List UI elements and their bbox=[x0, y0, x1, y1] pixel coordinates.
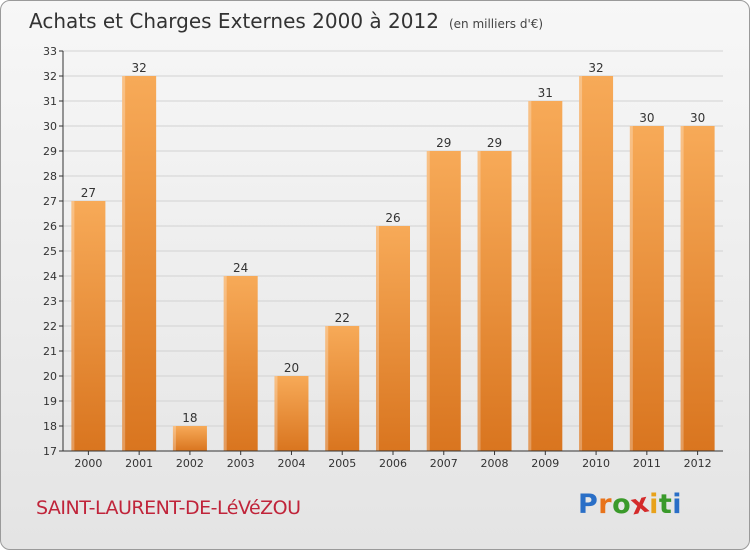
logo-letter: t bbox=[658, 489, 673, 520]
y-tick-label: 19 bbox=[43, 395, 57, 408]
y-tick-label: 23 bbox=[43, 295, 57, 308]
y-tick-labels: 17 18 19 20 21 22 23 24 25 26 27 28 29 30 31 32 33 bbox=[43, 45, 57, 458]
bar-highlight bbox=[325, 326, 329, 451]
bar bbox=[579, 76, 614, 451]
commune-name: SAINT-LAURENT-DE-LéVéZOU bbox=[36, 497, 301, 519]
bar bbox=[71, 201, 106, 451]
x-tick-label: 2002 bbox=[176, 457, 204, 470]
bar bbox=[477, 151, 512, 451]
bar-highlight bbox=[122, 76, 126, 451]
y-tick-label: 18 bbox=[43, 420, 57, 433]
y-tick-label: 32 bbox=[43, 70, 57, 83]
y-tick-label: 24 bbox=[43, 270, 57, 283]
x-tick-label: 2010 bbox=[582, 457, 610, 470]
bar-highlight bbox=[426, 151, 430, 451]
data-label: 30 bbox=[639, 111, 654, 125]
x-tick-label: 2008 bbox=[481, 457, 509, 470]
x-tick-label: 2005 bbox=[328, 457, 356, 470]
y-tick-label: 26 bbox=[43, 220, 57, 233]
logo-letter: r bbox=[598, 489, 613, 520]
y-tick-label: 27 bbox=[43, 195, 57, 208]
bar bbox=[376, 226, 410, 451]
x-tick-label: 2001 bbox=[125, 457, 153, 470]
bar bbox=[122, 76, 157, 451]
x-tick-label: 2004 bbox=[277, 457, 305, 470]
y-tick-label: 25 bbox=[43, 245, 57, 258]
x-tick-label: 2012 bbox=[684, 457, 712, 470]
x-tick-label: 2009 bbox=[531, 457, 559, 470]
bar bbox=[325, 326, 360, 451]
data-label: 18 bbox=[182, 411, 197, 425]
logo-letter: i bbox=[672, 489, 683, 520]
logo-letter: P bbox=[578, 489, 599, 520]
chart-subtitle: (en milliers d'€) bbox=[448, 17, 544, 31]
bar bbox=[426, 151, 461, 451]
bar-highlight bbox=[223, 276, 227, 451]
data-label: 29 bbox=[487, 136, 502, 150]
data-label: 30 bbox=[690, 111, 705, 125]
x-tick-label: 2003 bbox=[227, 457, 255, 470]
data-label: 24 bbox=[233, 261, 248, 275]
data-label: 32 bbox=[588, 61, 603, 75]
bar bbox=[528, 101, 563, 451]
logo-letter: o bbox=[612, 489, 632, 520]
y-tick-label: 22 bbox=[43, 320, 57, 333]
proxiti-logo: Proxiti bbox=[578, 487, 683, 521]
bar bbox=[680, 126, 715, 451]
x-tick-label: 2000 bbox=[74, 457, 102, 470]
data-label: 22 bbox=[335, 311, 350, 325]
bar-highlight bbox=[71, 201, 75, 451]
y-tick-label: 30 bbox=[43, 120, 57, 133]
chart-title-text: Achats et Charges Externes 2000 à 2012 bbox=[29, 9, 439, 33]
bar-highlight bbox=[376, 226, 379, 451]
axes bbox=[59, 50, 723, 455]
y-tick-label: 20 bbox=[43, 370, 57, 383]
y-tick-label: 28 bbox=[43, 170, 57, 183]
y-tick-label: 31 bbox=[43, 95, 57, 108]
x-tick-labels: 2000 2001 2002 2003 2004 2005 2006 2007 2008 2009… bbox=[74, 457, 711, 470]
y-tick-label: 33 bbox=[43, 45, 57, 58]
bar bbox=[629, 126, 664, 451]
y-tick-label: 29 bbox=[43, 145, 57, 158]
x-tick-label: 2006 bbox=[379, 457, 407, 470]
bar-highlight bbox=[274, 376, 278, 451]
bars bbox=[71, 76, 715, 451]
data-label: 26 bbox=[385, 211, 400, 225]
bar-highlight bbox=[477, 151, 481, 451]
bar-highlight bbox=[629, 126, 633, 451]
x-tick-label: 2007 bbox=[430, 457, 458, 470]
y-tick-label: 17 bbox=[43, 445, 57, 458]
bar-highlight bbox=[528, 101, 532, 451]
x-tick-label: 2011 bbox=[633, 457, 661, 470]
bar bbox=[172, 426, 207, 451]
logo-letter: i bbox=[649, 489, 659, 520]
bar-highlight bbox=[579, 76, 583, 451]
data-label: 29 bbox=[436, 136, 451, 150]
bar bbox=[223, 276, 258, 451]
data-label: 32 bbox=[132, 61, 147, 75]
bar-highlight bbox=[172, 426, 176, 451]
bar-highlight bbox=[680, 126, 684, 451]
data-label: 27 bbox=[81, 186, 96, 200]
y-tick-label: 21 bbox=[43, 345, 57, 358]
data-labels: 27 32 18 24 20 22 26 29 29 31 32 30 30 bbox=[81, 61, 706, 425]
data-label: 20 bbox=[284, 361, 299, 375]
bar bbox=[274, 376, 309, 451]
chart-title: Achats et Charges Externes 2000 à 2012 (e… bbox=[29, 9, 543, 33]
data-label: 31 bbox=[538, 86, 553, 100]
